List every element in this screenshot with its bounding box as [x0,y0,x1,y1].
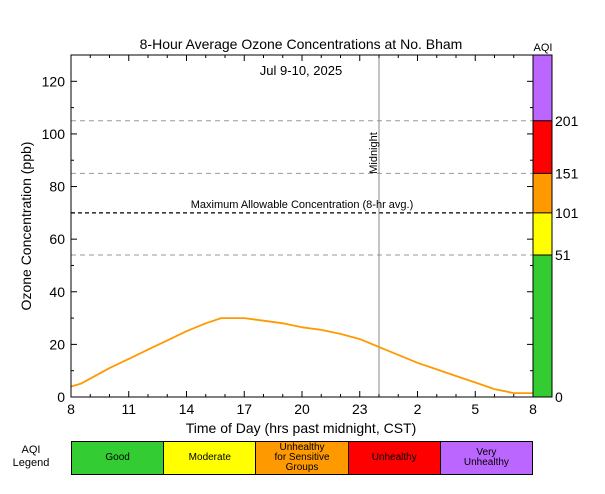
aqi-bar-label: 201 [555,113,579,129]
aqi-legend-item: Good [72,442,165,474]
y-tick-label: 120 [42,73,66,89]
y-tick-label: 20 [49,336,65,352]
x-tick-label: 2 [414,401,422,417]
x-tick-label: 20 [294,401,310,417]
aqi-bar-segment [533,254,552,397]
aqi-bar-label: 151 [555,165,579,181]
y-tick-label: 100 [42,126,66,142]
aqi-bar-segment [533,173,552,213]
aqi-bar-label: 51 [555,247,571,263]
aqi-legend-item: Unhealthy for Sensitive Groups [256,442,349,474]
x-tick-label: 17 [236,401,252,417]
aqi-bar-segment [533,120,552,174]
aqi-legend-label: AQI Legend [12,444,50,469]
aqi-legend-item: Unhealthy [348,442,441,474]
x-tick-label: 5 [471,401,479,417]
y-tick-label: 40 [49,284,65,300]
x-tick-label: 14 [179,401,195,417]
x-axis-label: Time of Day (hrs past midnight, CST) [186,420,417,436]
y-axis-label: Ozone Concentration (ppb) [18,142,34,311]
aqi-bar-title: AQI [534,42,553,54]
aqi-bar-segment [533,55,552,121]
y-tick-label: 60 [49,231,65,247]
x-tick-label: 8 [67,401,75,417]
aqi-legend-item: Very Unhealthy [440,442,533,474]
midnight-label: Midnight [368,132,380,174]
aqi-bar-label: 0 [555,389,563,405]
x-tick-label: 8 [529,401,537,417]
plot-frame [70,54,534,398]
aqi-bar-frame [532,54,553,398]
aqi-legend: Good Moderate Unhealthy for Sensitive Grou… [71,441,533,475]
y-tick-label: 80 [49,179,65,195]
ozone-series-line [70,317,533,395]
x-tick-label: 23 [352,401,368,417]
aqi-bar-segment [533,212,552,255]
ozone-chart: 8-Hour Average Ozone Concentrations at N… [18,36,579,436]
max-allowable-label: Maximum Allowable Concentration (8-hr av… [191,199,414,211]
chart-subtitle: Jul 9-10, 2025 [260,63,342,78]
aqi-legend-item: Moderate [164,442,257,474]
y-tick-label: 0 [57,389,65,405]
chart-title: 8-Hour Average Ozone Concentrations at N… [140,36,463,52]
aqi-bar-label: 101 [555,205,579,221]
x-tick-label: 11 [121,401,136,417]
